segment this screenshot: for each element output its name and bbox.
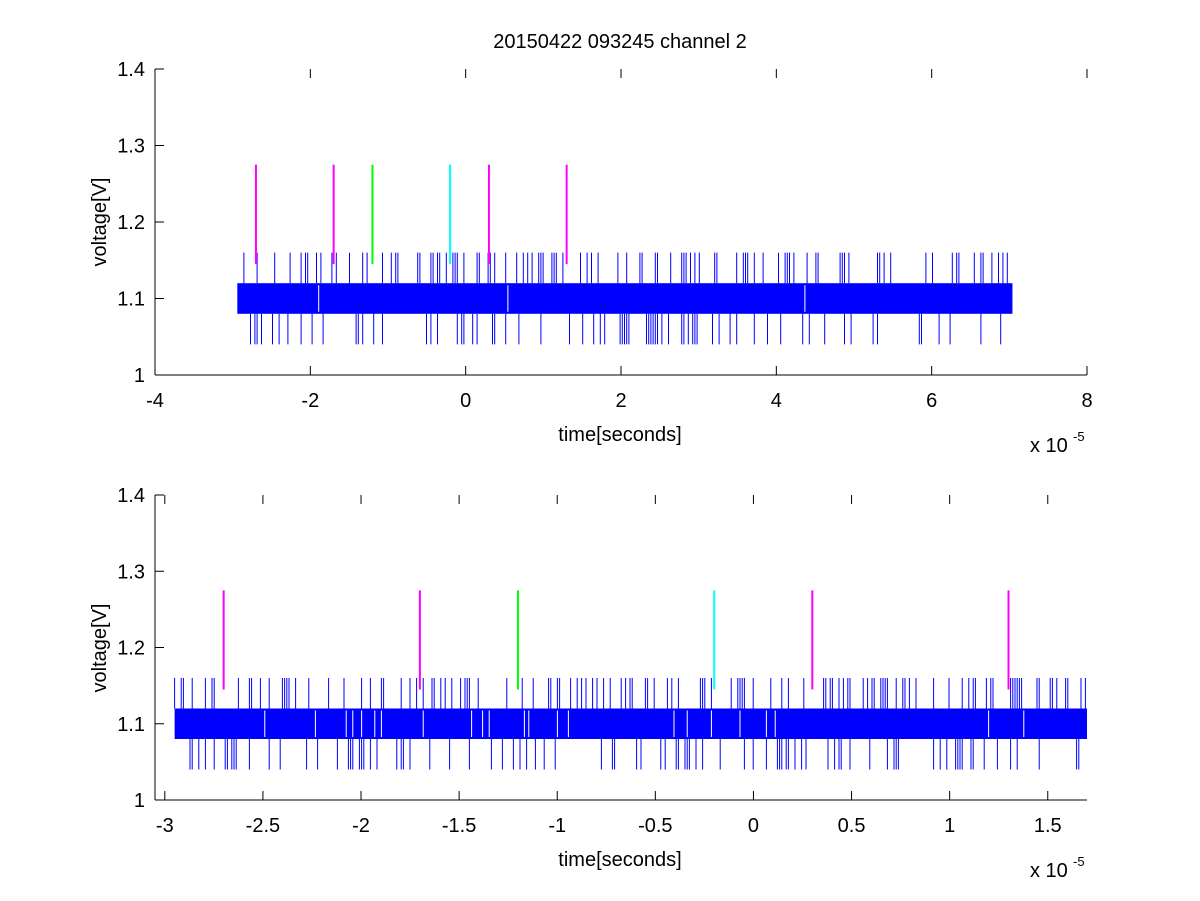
top-y-tick-label: 1.3 [117, 136, 145, 158]
top-x-tick-label: 4 [771, 390, 782, 412]
bottom-x-tick-label: 1.5 [1034, 815, 1062, 837]
bottom-x-tick-label: -3 [156, 815, 174, 837]
bottom-y-tick-label: 1 [134, 790, 145, 812]
top-x-axis-label: time[seconds] [558, 424, 681, 446]
bottom-y-tick-label: 1.1 [117, 714, 145, 736]
bottom-voltage-signal [174, 678, 1088, 770]
bottom-x-axis-label: time[seconds] [558, 849, 681, 871]
bottom-y-tick-label: 1.4 [117, 485, 145, 507]
top-event-markers [254, 164, 568, 265]
bottom-event-markers [222, 590, 1010, 690]
bottom-signal-band [174, 708, 1088, 739]
top-y-tick-label: 1.4 [117, 59, 145, 81]
bottom-x-tick-label: -1.5 [442, 815, 476, 837]
bottom-y-tick-label: 1.2 [117, 638, 145, 660]
bottom-x-exponent-power: -5 [1073, 854, 1085, 869]
bottom-y-axis-label: voltage[V] [89, 604, 111, 693]
top-x-exponent-label: x 10 [1030, 435, 1068, 457]
top-x-exponent-power: -5 [1073, 429, 1085, 444]
top-voltage-signal [237, 252, 1013, 345]
bottom-x-ticks: -3 -2.5 -2 -1.5 -1 -0.5 0 0.5 1 1.5 [156, 495, 1062, 837]
top-y-ticks: 1 1.1 1.2 1.3 1.4 [117, 59, 164, 387]
top-signal-band [237, 283, 1013, 314]
top-signal-spikes [243, 252, 1008, 345]
top-x-tick-label: 0 [460, 390, 471, 412]
bottom-signal-gaps [264, 710, 1025, 737]
bottom-subplot: -3 -2.5 -2 -1.5 -1 -0.5 0 0.5 1 1.5 1 1.1 1.2 1.3 1.4… [89, 485, 1088, 882]
bottom-x-exponent-label: x 10 [1030, 860, 1068, 882]
bottom-signal-spikes [174, 678, 1086, 770]
top-x-tick-label: -2 [301, 390, 319, 412]
top-x-tick-label: 8 [1081, 390, 1092, 412]
top-y-tick-label: 1.2 [117, 212, 145, 234]
top-x-tick-label: -4 [146, 390, 164, 412]
top-x-tick-label: 2 [615, 390, 626, 412]
top-x-ticks: -4 -2 0 2 4 6 8 [146, 69, 1093, 412]
top-y-axis-label: voltage[V] [89, 178, 111, 267]
top-signal-gaps [318, 285, 806, 312]
bottom-x-tick-label: 0.5 [838, 815, 866, 837]
top-y-tick-label: 1.1 [117, 289, 145, 311]
top-subplot: 20150422 093245 channel 2 -4 -2 0 2 4 6 8 1 1.1… [89, 31, 1093, 457]
bottom-x-tick-label: 1 [944, 815, 955, 837]
top-y-tick-label: 1 [134, 365, 145, 387]
top-subplot-title: 20150422 093245 channel 2 [493, 31, 747, 53]
bottom-y-tick-label: 1.3 [117, 561, 145, 583]
bottom-x-tick-label: -0.5 [638, 815, 672, 837]
bottom-x-tick-label: -2.5 [246, 815, 280, 837]
bottom-x-tick-label: -2 [352, 815, 370, 837]
top-x-tick-label: 6 [926, 390, 937, 412]
bottom-x-tick-label: -1 [548, 815, 566, 837]
bottom-y-ticks: 1 1.1 1.2 1.3 1.4 [117, 485, 164, 812]
bottom-x-tick-label: 0 [748, 815, 759, 837]
